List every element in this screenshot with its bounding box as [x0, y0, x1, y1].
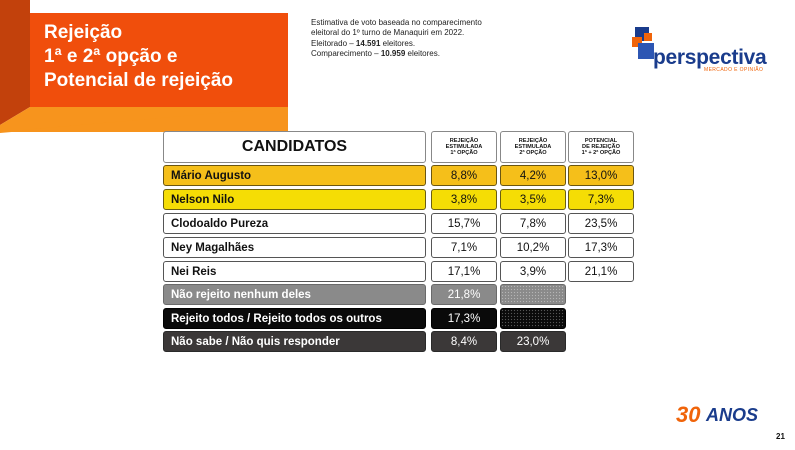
- row-v1-nelson-nilo: 3,8%: [431, 189, 497, 210]
- row-v2-nao-sabe: 23,0%: [500, 331, 566, 352]
- row-name-nelson-nilo: Nelson Nilo: [163, 189, 426, 210]
- row-v2-rejeito-todos-pattern: [500, 308, 566, 329]
- row-v1-mario-augusto: 8,8%: [431, 165, 497, 186]
- logo-wordmark: perspectiva: [653, 46, 767, 69]
- note-line-4: Comparecimento – 10.959 eleitores.: [311, 48, 440, 58]
- row-v3-mario-augusto: 13,0%: [568, 165, 634, 186]
- row-name-rejeito-todos: Rejeito todos / Rejeito todos os outros: [163, 308, 426, 329]
- methodology-note: Estimativa de voto baseada no comparecim…: [311, 18, 531, 59]
- title-line-1: Rejeição: [44, 22, 123, 43]
- note-line-1: Estimativa de voto baseada no comparecim…: [311, 18, 482, 27]
- row-name-mario-augusto: Mário Augusto: [163, 165, 426, 186]
- row-v1-rejeito-todos: 17,3%: [431, 308, 497, 329]
- title-box: [30, 13, 288, 107]
- row-v2-nei-reis: 3,9%: [500, 261, 566, 282]
- header-potencial: POTENCIAL DE REJEIÇÃO 1ª + 2ª OPÇÃO: [568, 131, 634, 163]
- note-line-2: eleitoral do 1º turno de Manaquiri em 20…: [311, 28, 465, 38]
- title-line-2: 1ª e 2ª opção e: [44, 46, 178, 67]
- badge-text: ANOS: [705, 405, 758, 425]
- header-rejeicao-1a: REJEIÇÃO ESTIMULADA 1ª OPÇÃO: [431, 131, 497, 163]
- row-v1-nao-rejeito: 21,8%: [431, 284, 497, 305]
- row-v1-clodoaldo-pureza: 15,7%: [431, 213, 497, 234]
- row-v1-nao-sabe: 8,4%: [431, 331, 497, 352]
- row-v1-ney-magalhaes: 7,1%: [431, 237, 497, 258]
- perspectiva-logo-icon: [632, 27, 654, 59]
- title-line-3: Potencial de rejeição: [44, 70, 234, 91]
- row-v3-ney-magalhaes: 17,3%: [568, 237, 634, 258]
- page-number: 21: [776, 432, 785, 441]
- note-line-3: Eleitorado – 14.591 eleitores.: [311, 38, 416, 48]
- row-v2-ney-magalhaes: 10,2%: [500, 237, 566, 258]
- row-name-ney-magalhaes: Ney Magalhães: [163, 237, 426, 258]
- header-candidates: CANDIDATOS: [163, 131, 426, 163]
- row-v3-nei-reis: 21,1%: [568, 261, 634, 282]
- badge-number: 30: [676, 402, 701, 426]
- logo-tagline: MERCADO E OPINIÃO: [704, 67, 764, 73]
- row-name-nao-sabe: Não sabe / Não quis responder: [163, 331, 426, 352]
- row-name-nao-rejeito: Não rejeito nenhum deles: [163, 284, 426, 305]
- header-rejeicao-2a: REJEIÇÃO ESTIMULADA 2ª OPÇÃO: [500, 131, 566, 163]
- row-v3-nelson-nilo: 7,3%: [568, 189, 634, 210]
- row-v2-clodoaldo-pureza: 7,8%: [500, 213, 566, 234]
- row-v1-nei-reis: 17,1%: [431, 261, 497, 282]
- row-name-nei-reis: Nei Reis: [163, 261, 426, 282]
- row-v2-nao-rejeito-pattern: [500, 284, 566, 305]
- row-v2-nelson-nilo: 3,5%: [500, 189, 566, 210]
- row-v3-clodoaldo-pureza: 23,5%: [568, 213, 634, 234]
- row-name-clodoaldo-pureza: Clodoaldo Pureza: [163, 213, 426, 234]
- row-v2-mario-augusto: 4,2%: [500, 165, 566, 186]
- dark-stripe-shape: [0, 0, 30, 125]
- 30-anos-badge: 30 ANOS: [676, 402, 758, 426]
